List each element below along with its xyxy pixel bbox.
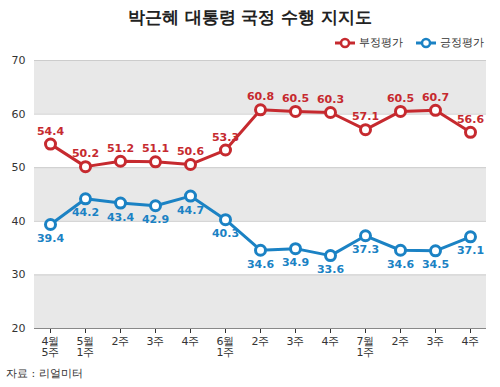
svg-text:20: 20 <box>12 322 26 335</box>
svg-text:4주: 4주 <box>462 335 480 348</box>
svg-text:60.5: 60.5 <box>282 92 309 105</box>
svg-text:34.6: 34.6 <box>247 258 274 271</box>
svg-text:51.2: 51.2 <box>107 142 134 155</box>
svg-text:33.6: 33.6 <box>317 263 344 276</box>
svg-text:37.1: 37.1 <box>457 244 484 257</box>
svg-text:60.7: 60.7 <box>422 91 449 104</box>
html-text:자료 : 리얼미터: 자료 : 리얼미터 <box>6 367 83 380</box>
html-text:긍정평가: 긍정평가 <box>440 36 484 49</box>
svg-text:2주: 2주 <box>112 335 130 348</box>
svg-text:43.4: 43.4 <box>107 211 134 224</box>
svg-text:37.3: 37.3 <box>352 243 379 256</box>
svg-text:53.3: 53.3 <box>212 131 239 144</box>
svg-text:51.1: 51.1 <box>142 142 169 155</box>
svg-text:34.9: 34.9 <box>282 256 309 269</box>
svg-text:4주: 4주 <box>182 335 200 348</box>
svg-text:4주: 4주 <box>322 335 340 348</box>
html-text:부정평가: 부정평가 <box>359 36 403 49</box>
svg-text:60.3: 60.3 <box>317 93 344 106</box>
svg-text:3주: 3주 <box>147 335 165 348</box>
svg-text:39.4: 39.4 <box>37 232 64 245</box>
svg-text:7월1주: 7월1주 <box>357 335 375 359</box>
svg-text:60.8: 60.8 <box>247 90 274 103</box>
svg-text:57.1: 57.1 <box>352 110 379 123</box>
html-text:박근혜 대통령 국정 수행 지지도: 박근혜 대통령 국정 수행 지지도 <box>127 7 373 27</box>
svg-text:50.2: 50.2 <box>72 147 99 160</box>
svg-text:5월1주: 5월1주 <box>77 335 95 359</box>
svg-text:34.5: 34.5 <box>422 258 449 271</box>
svg-text:40: 40 <box>12 215 26 228</box>
svg-text:70: 70 <box>12 54 26 67</box>
svg-text:50: 50 <box>12 161 26 174</box>
svg-text:2주: 2주 <box>252 335 270 348</box>
svg-text:44.7: 44.7 <box>177 204 204 217</box>
svg-text:44.2: 44.2 <box>72 206 99 219</box>
svg-text:42.9: 42.9 <box>142 213 169 226</box>
svg-text:2주: 2주 <box>392 335 410 348</box>
svg-text:4월5주: 4월5주 <box>42 335 60 359</box>
svg-text:34.6: 34.6 <box>387 258 414 271</box>
svg-text:30: 30 <box>12 268 26 281</box>
svg-text:50.6: 50.6 <box>177 145 204 158</box>
svg-text:54.4: 54.4 <box>37 125 64 138</box>
svg-text:60: 60 <box>12 108 26 121</box>
svg-text:3주: 3주 <box>427 335 445 348</box>
svg-text:6월1주: 6월1주 <box>217 335 235 359</box>
svg-text:60.5: 60.5 <box>387 92 414 105</box>
svg-text:3주: 3주 <box>287 335 305 348</box>
svg-text:56.6: 56.6 <box>457 113 484 126</box>
svg-text:40.3: 40.3 <box>212 227 239 240</box>
